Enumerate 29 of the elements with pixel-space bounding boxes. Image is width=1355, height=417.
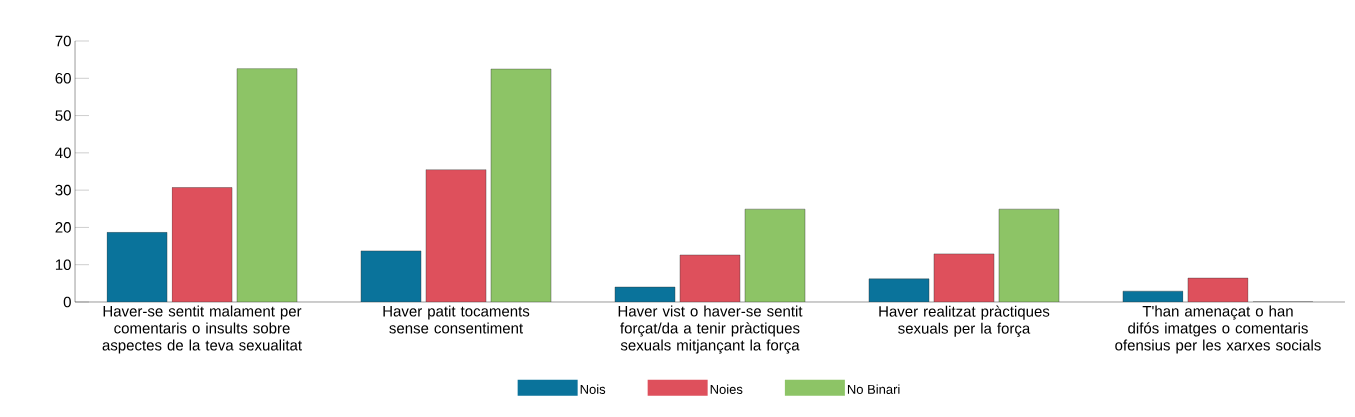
x-tick-label: Haver vist o haver-se sentit forçat/da a tenir pràctiques sexuals mitjançant la força (618, 305, 803, 354)
y-tick-label: 70 (55, 35, 71, 47)
x-tick-label: Haver realitzat pràctiques sexuals per la força (879, 305, 1050, 337)
bar (106, 232, 168, 302)
legend-label: Noies (710, 384, 743, 394)
bar (1122, 290, 1184, 302)
y-tick-label: 30 (55, 184, 71, 196)
legend-label: Nois (580, 384, 606, 394)
x-tick-label: T'han amenaçat o han difós imatges o comentaris ofensius per les xarxes socials (1115, 305, 1321, 354)
bar (171, 187, 233, 302)
y-tick-label: 40 (55, 147, 71, 159)
bar (614, 286, 676, 302)
x-tick-label: Haver patit tocaments sense consentiment (383, 305, 530, 334)
bar (744, 208, 806, 302)
y-tick-label: 60 (55, 72, 71, 84)
y-tick-label: 50 (55, 110, 71, 121)
bar (425, 169, 487, 302)
legend-label: No Binari (847, 384, 900, 394)
y-tick-label: 20 (55, 222, 71, 233)
y-tick-label: 0 (63, 296, 71, 308)
bar (490, 68, 552, 302)
bar (868, 278, 930, 302)
y-tick-label: 10 (55, 259, 71, 271)
bar (679, 254, 741, 302)
bar (998, 208, 1060, 302)
bar (933, 253, 995, 302)
bar (236, 68, 298, 302)
x-tick-label: Haver-se sentit malament per comentaris o insults sobre aspectes de la teva sexualitat (102, 305, 302, 354)
bar (360, 250, 422, 302)
